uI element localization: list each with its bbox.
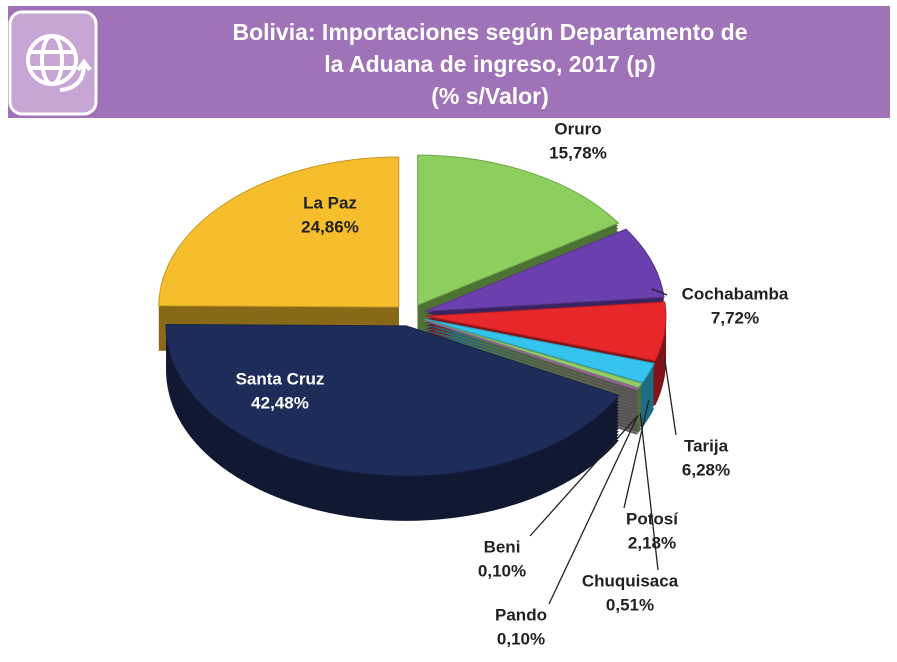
value-label: 6,28% — [682, 460, 730, 479]
pie-slice — [425, 301, 667, 362]
category-label: Beni — [484, 537, 521, 556]
value-label: 0,10% — [478, 561, 526, 580]
slice-side — [424, 331, 642, 400]
chart-title: la Aduana de ingreso, 2017 (p) — [324, 51, 655, 77]
value-label: 24,86% — [301, 217, 359, 236]
chart-title: Bolivia: Importaciones según Departament… — [232, 19, 747, 45]
leader-line — [639, 412, 659, 571]
value-label: 15,78% — [549, 143, 607, 162]
slice-side — [424, 328, 642, 397]
value-label: 0,51% — [606, 595, 654, 614]
leader-line — [548, 415, 639, 605]
leader-line — [529, 415, 638, 537]
slice-side — [424, 325, 642, 394]
slice-side — [424, 326, 639, 395]
header-band — [8, 6, 890, 118]
leader-line — [651, 288, 668, 296]
category-label: Chuquisaca — [582, 571, 679, 590]
pie-slice — [424, 319, 639, 391]
value-label: 7,72% — [711, 308, 759, 327]
chart-subtitle: (% s/Valor) — [431, 83, 549, 109]
category-label: Santa Cruz — [236, 369, 325, 388]
slice-side — [424, 329, 638, 399]
value-label: 42,48% — [251, 393, 309, 412]
pie-slice — [165, 324, 620, 477]
category-label: Tarija — [684, 436, 729, 455]
value-label: 2,18% — [628, 533, 676, 552]
leader-line — [623, 399, 650, 509]
header-icon-box — [8, 10, 98, 116]
slice-side — [424, 323, 639, 392]
value-label: 0,10% — [497, 629, 545, 648]
leader-line — [664, 358, 677, 436]
slice-side — [424, 323, 638, 393]
category-label: Potosí — [626, 509, 679, 528]
category-label: Cochabamba — [682, 284, 789, 303]
category-label: Oruro — [554, 119, 601, 138]
pie-slice — [424, 318, 655, 384]
pie-slice — [158, 156, 400, 308]
pie-slice — [424, 228, 665, 312]
slice-side — [424, 326, 638, 396]
category-label: La Paz — [303, 193, 357, 212]
globe-icon — [26, 34, 92, 92]
pie-slice — [417, 154, 620, 306]
category-label: Pando — [495, 605, 547, 624]
slice-side — [424, 329, 639, 398]
